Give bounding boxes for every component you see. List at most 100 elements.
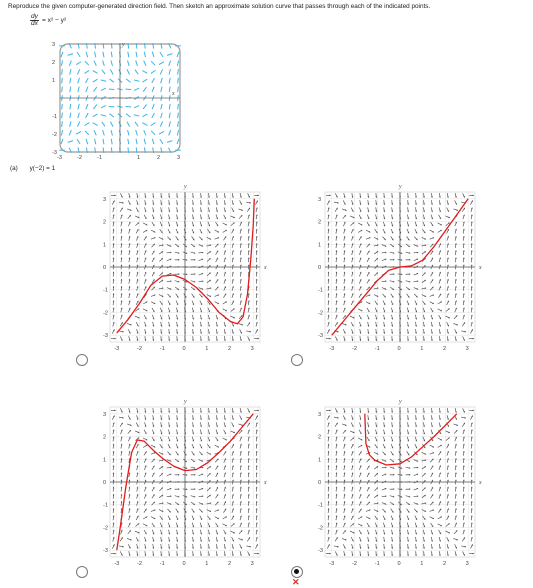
ref-slope-mark [76, 69, 81, 75]
arrow-head [224, 286, 227, 288]
arrow-head [415, 432, 418, 435]
arrow-head [224, 257, 226, 260]
arrow-head [335, 472, 338, 474]
option-d-radio[interactable] [291, 566, 303, 578]
arrow-head [255, 207, 258, 210]
arrow-head [255, 465, 258, 467]
ref-slope-mark [151, 51, 155, 58]
arrow-head [144, 547, 147, 549]
ref-y-tick: -3 [52, 150, 57, 156]
arrow-head [392, 460, 394, 462]
arrow-head [192, 453, 195, 456]
arrow-head [216, 196, 218, 198]
arrow-head [128, 286, 131, 288]
arrow-head [255, 293, 258, 295]
arrow-head [351, 203, 354, 205]
arrow-head [470, 465, 473, 467]
arrow-head [209, 295, 212, 297]
arrow-head [455, 515, 457, 518]
arrow-head [327, 536, 330, 539]
arrow-head [177, 288, 179, 290]
arrow-head [375, 518, 378, 520]
arrow-head [408, 258, 411, 261]
ref-slope-mark [135, 138, 138, 145]
arrow-head [255, 271, 258, 274]
option-c-radio[interactable] [76, 566, 88, 578]
arrow-head [176, 540, 179, 542]
arrow-head [232, 523, 235, 526]
ref-y-tick: 2 [52, 60, 55, 66]
plot-x-tick: -1 [160, 346, 165, 352]
arrow-head [367, 547, 370, 549]
arrow-head [128, 554, 131, 556]
arrow-head [416, 272, 419, 275]
arrow-head [152, 272, 155, 274]
ref-slope-mark [142, 86, 147, 92]
option-b-radio[interactable] [291, 354, 303, 366]
arrow-head [160, 196, 163, 198]
arrow-head [216, 203, 218, 205]
arrow-head [200, 425, 202, 428]
arrow-head [201, 272, 204, 275]
arrow-head [351, 278, 354, 281]
arrow-head [431, 332, 433, 334]
arrow-head [376, 452, 379, 455]
arrow-head [440, 301, 442, 304]
arrow-head [152, 532, 155, 535]
arrow-head [200, 210, 202, 213]
ref-slope-mark [143, 60, 147, 66]
arrow-head [335, 493, 338, 496]
plot-y-tick: 1 [103, 242, 106, 248]
arrow-head [152, 487, 155, 489]
arrow-head [239, 264, 242, 267]
arrow-head [128, 472, 131, 475]
arrow-head [360, 223, 363, 226]
arrow-head [384, 288, 387, 290]
arrow-head [224, 203, 226, 205]
ref-slope-mark [127, 129, 130, 136]
arrow-head [136, 451, 139, 453]
arrow-head [344, 323, 347, 326]
arrow-head [470, 221, 473, 224]
arrow-head [440, 438, 442, 441]
arrow-head [462, 221, 465, 224]
arrow-head [423, 196, 425, 198]
arrow-head [112, 501, 115, 503]
arrow-head [224, 293, 227, 296]
arrow-head [247, 472, 250, 474]
arrow-head [136, 539, 139, 542]
arrow-head [255, 508, 258, 510]
arrow-head [454, 264, 457, 267]
arrow-head [161, 452, 164, 455]
arrow-head [240, 451, 242, 453]
arrow-head [176, 317, 179, 320]
arrow-head [415, 510, 418, 513]
arrow-head [367, 439, 370, 442]
arrow-head [454, 458, 457, 460]
arrow-head [367, 540, 370, 542]
arrow-head [192, 224, 195, 227]
arrow-head [352, 531, 355, 534]
arrow-head [255, 429, 258, 432]
arrow-head [161, 279, 164, 282]
arrow-head [208, 540, 210, 542]
arrow-head [208, 525, 211, 528]
plot-x-label: x [478, 480, 482, 486]
ref-slope-mark [85, 77, 89, 84]
arrow-head [359, 486, 362, 489]
arrow-head [463, 314, 465, 317]
arrow-head [169, 510, 171, 513]
arrow-head [415, 525, 418, 528]
arrow-head [128, 307, 131, 310]
plot-x-label: x [263, 480, 267, 486]
arrow-head [145, 508, 147, 511]
arrow-head [160, 554, 163, 556]
arrow-head [407, 554, 409, 556]
option-a-radio[interactable] [76, 354, 88, 366]
arrow-head [462, 443, 465, 446]
arrow-head [240, 307, 242, 310]
arrow-head [216, 339, 218, 341]
arrow-head [129, 538, 132, 541]
arrow-head [327, 257, 330, 259]
ref-slope-mark [160, 147, 163, 154]
